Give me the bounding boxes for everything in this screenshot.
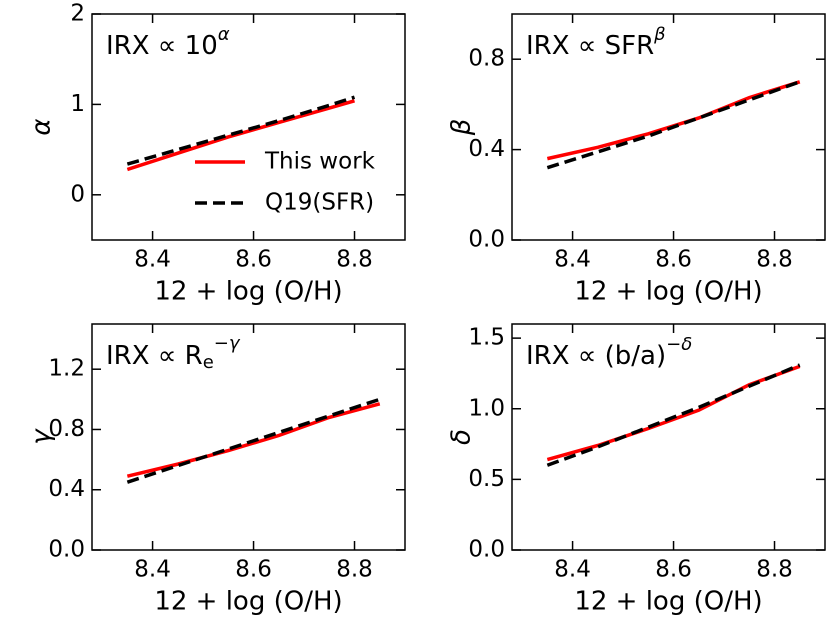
x-tick-label: 8.8 xyxy=(756,247,793,273)
y-tick-label: 0 xyxy=(70,181,85,207)
x-axis-label: 12 + log (O/H) xyxy=(574,277,762,307)
y-tick-label: 1.5 xyxy=(468,325,505,351)
annotation: IRX ∝ Re−γ xyxy=(106,333,241,373)
annotation: IRX ∝ (b/a)−δ xyxy=(526,334,692,371)
annotation: IRX ∝ SFRβ xyxy=(526,24,666,61)
x-tick-label: 8.4 xyxy=(554,557,591,583)
annotation-text: IRX ∝ 10 xyxy=(106,31,218,61)
y-tick-label: 0.8 xyxy=(468,46,505,72)
annotation-sup: β xyxy=(653,24,666,45)
annotation-text: IRX ∝ R xyxy=(106,341,203,371)
series-line xyxy=(546,364,801,462)
x-axis-label: 12 + log (O/H) xyxy=(154,277,342,307)
x-tick-label: 8.6 xyxy=(235,247,272,273)
annotation-sup: −γ xyxy=(214,333,241,354)
annotation-sup: α xyxy=(218,24,230,45)
legend-label: Q19(SFR) xyxy=(265,190,374,216)
y-tick-label: 0.0 xyxy=(468,227,505,253)
y-tick-label: 1.0 xyxy=(468,395,505,421)
y-axis-label: β xyxy=(447,119,477,137)
x-tick-label: 8.6 xyxy=(655,557,692,583)
plot-frame xyxy=(91,13,406,241)
series-line xyxy=(126,402,381,478)
y-tick-label: 0.0 xyxy=(48,537,85,563)
y-tick-label: 1 xyxy=(70,91,85,117)
y-axis-label: δ xyxy=(447,429,477,445)
x-tick-label: 8.6 xyxy=(655,247,692,273)
y-tick-label: 1.2 xyxy=(48,356,85,382)
x-axis-label: 12 + log (O/H) xyxy=(154,587,342,617)
series-line xyxy=(546,363,801,467)
y-tick-label: 0.8 xyxy=(48,416,85,442)
series-line xyxy=(546,80,801,170)
annotation-text: IRX ∝ (b/a) xyxy=(526,341,666,371)
y-tick-label: 2 xyxy=(70,1,85,27)
annotation: IRX ∝ 10α xyxy=(106,24,230,61)
y-axis-label: γ xyxy=(27,428,57,445)
series-line xyxy=(126,95,356,166)
y-axis-label: α xyxy=(27,118,57,135)
annotation-sub: e xyxy=(203,352,214,373)
x-tick-label: 8.8 xyxy=(756,557,793,583)
legend-label: This work xyxy=(264,149,376,175)
series-line xyxy=(126,397,381,484)
x-axis-label: 12 + log (O/H) xyxy=(574,587,762,617)
y-tick-label: 0.4 xyxy=(468,136,505,162)
annotation-text: IRX ∝ SFR xyxy=(526,31,654,61)
x-tick-label: 8.4 xyxy=(554,247,591,273)
x-tick-label: 8.8 xyxy=(336,557,373,583)
y-tick-label: 0.0 xyxy=(468,537,505,563)
plot-frame xyxy=(511,13,826,241)
x-tick-label: 8.4 xyxy=(134,557,171,583)
x-tick-label: 8.6 xyxy=(235,557,272,583)
annotation-sup: −δ xyxy=(666,334,692,355)
x-tick-label: 8.8 xyxy=(336,247,373,273)
plot-frame xyxy=(511,323,826,551)
y-tick-label: 0.5 xyxy=(468,466,505,492)
series-line xyxy=(546,80,801,161)
y-tick-label: 0.4 xyxy=(48,476,85,502)
x-tick-label: 8.4 xyxy=(134,247,171,273)
plot-frame xyxy=(91,323,406,551)
